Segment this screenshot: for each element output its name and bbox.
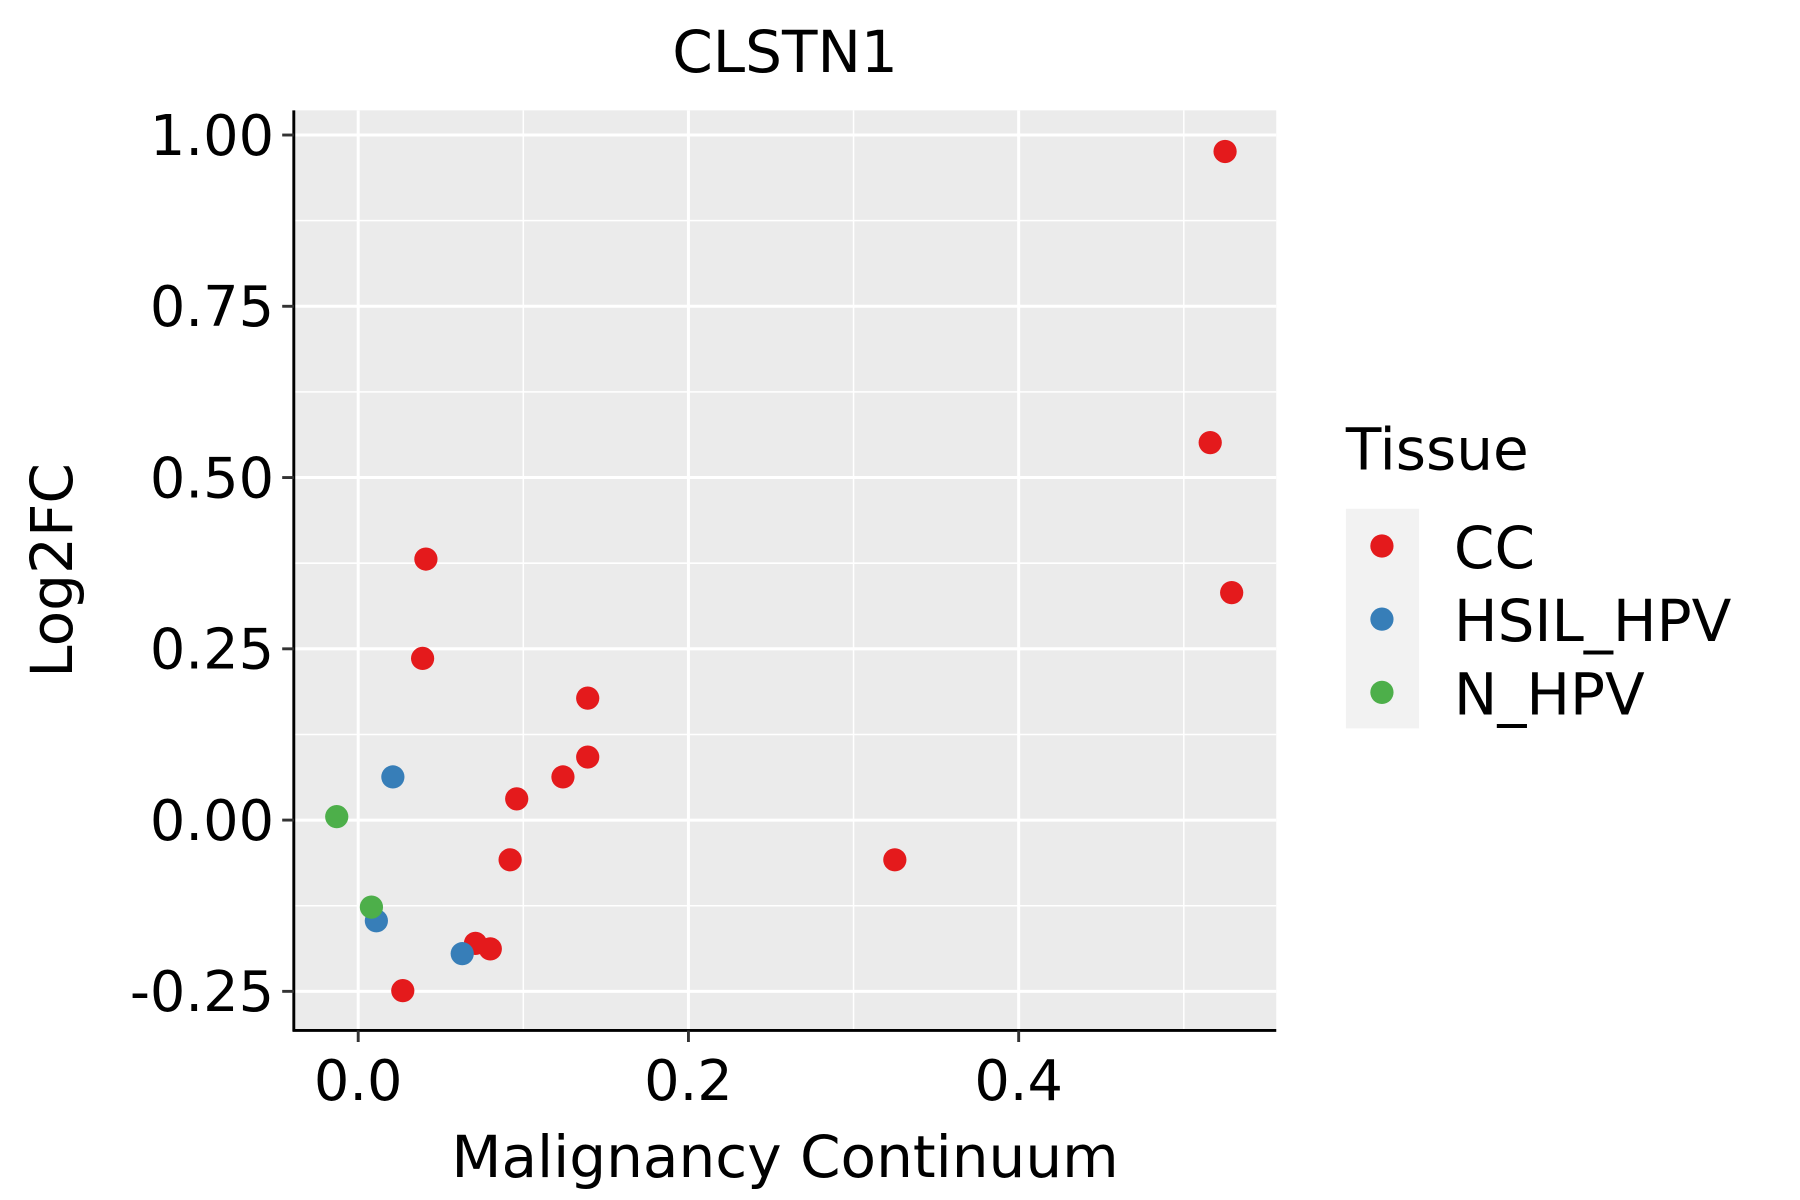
axis-ticks: 0.0 0.2 0.4 -0.25 0.00 0.25 0.50 0.75 1.00 xyxy=(130,104,1063,1114)
legend-key-n-hpv xyxy=(1370,680,1394,704)
y-tick-label: -0.25 xyxy=(130,960,274,1025)
data-point-cc xyxy=(576,745,600,769)
legend-label: HSIL_HPV xyxy=(1454,587,1732,655)
legend-label: CC xyxy=(1454,514,1535,582)
x-tick-label: 0.4 xyxy=(974,1049,1063,1114)
data-point-n-hpv xyxy=(325,805,349,829)
x-axis-label: Malignancy Continuum xyxy=(451,1123,1118,1191)
plot-panel xyxy=(293,110,1277,1031)
y-tick-label: 0.75 xyxy=(150,275,274,340)
legend-title: Tissue xyxy=(1345,415,1529,483)
data-point-cc xyxy=(410,646,435,671)
x-tick-label: 0.2 xyxy=(644,1049,733,1114)
data-point-cc xyxy=(505,787,529,811)
legend-key-hsil-hpv xyxy=(1370,607,1394,631)
y-tick-label: 0.50 xyxy=(150,446,274,511)
y-tick-label: 0.25 xyxy=(150,618,274,683)
legend-key-cc xyxy=(1370,534,1394,558)
data-point-cc xyxy=(414,547,438,571)
legend-label: N_HPV xyxy=(1454,660,1645,728)
grid-lines xyxy=(293,110,1277,1031)
x-tick-label: 0.0 xyxy=(314,1049,403,1114)
data-point-hsil-hpv xyxy=(381,765,405,789)
data-point-cc xyxy=(883,848,907,872)
data-point-cc xyxy=(391,979,415,1003)
data-point-cc xyxy=(576,686,600,710)
chart-title: CLSTN1 xyxy=(672,18,898,86)
data-point-cc xyxy=(1213,139,1237,164)
data-point-cc xyxy=(498,848,522,872)
y-axis-label: Log2FC xyxy=(18,463,86,678)
y-tick-label: 0.00 xyxy=(150,789,274,854)
data-point-cc xyxy=(551,765,575,789)
data-points xyxy=(325,139,1244,1003)
data-point-cc xyxy=(478,937,502,961)
y-tick-label: 1.00 xyxy=(150,104,274,169)
data-point-hsil-hpv xyxy=(450,942,474,966)
data-point-cc xyxy=(1198,430,1222,455)
data-point-cc xyxy=(1220,581,1244,605)
data-point-n-hpv xyxy=(359,895,384,919)
